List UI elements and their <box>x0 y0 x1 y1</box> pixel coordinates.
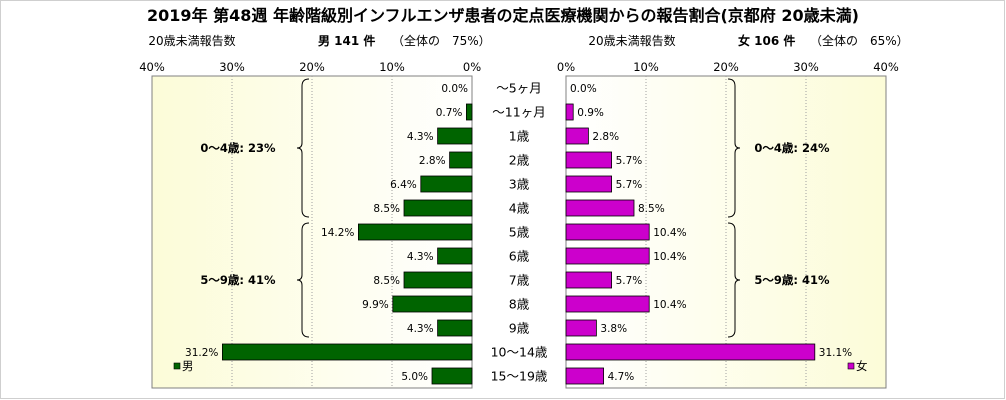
male-axis-tick-label: 30% <box>219 60 245 74</box>
male-legend-swatch <box>173 362 181 370</box>
female-data-label: 0.9% <box>577 107 604 119</box>
female-data-label: 5.7% <box>616 179 643 191</box>
female-data-label: 4.7% <box>608 371 635 383</box>
male-axis-tick-label: 40% <box>139 60 165 74</box>
female-bar <box>565 199 635 217</box>
category-label: 〜5ヶ月 <box>496 81 541 96</box>
female-data-label: 2.8% <box>592 131 619 143</box>
male-data-label: 4.3% <box>407 251 434 263</box>
male-data-label: 5.0% <box>401 371 428 383</box>
female-data-label: 0.0% <box>570 83 597 95</box>
male-group-label: 5〜9歳: 41% <box>200 273 276 287</box>
category-label: 10〜14歳 <box>491 345 548 360</box>
female-group-label: 5〜9歳: 41% <box>754 273 830 287</box>
male-data-label: 14.2% <box>321 227 354 239</box>
category-label: 6歳 <box>509 249 530 264</box>
male-bar <box>221 343 473 361</box>
male-bar <box>431 367 473 385</box>
male-header-label: 20歳未満報告数 <box>148 33 235 48</box>
male-bar <box>437 247 473 265</box>
male-group-brace <box>296 78 310 218</box>
male-data-label: 4.3% <box>407 131 434 143</box>
category-label: 7歳 <box>509 273 530 288</box>
female-data-label: 10.4% <box>653 299 686 311</box>
female-bar <box>565 319 597 337</box>
male-axis-tick-label: 0% <box>463 60 481 74</box>
female-data-label: 31.1% <box>819 347 852 359</box>
female-bar <box>565 247 650 265</box>
male-data-label: 31.2% <box>185 347 218 359</box>
female-data-label: 5.7% <box>616 275 643 287</box>
female-bar <box>565 175 612 193</box>
category-label: 1歳 <box>509 129 530 144</box>
female-data-label: 3.8% <box>600 323 627 335</box>
female-header-count: 女 106 件 <box>738 33 795 48</box>
female-data-label: 10.4% <box>653 227 686 239</box>
female-bar <box>565 151 612 169</box>
male-header-count: 男 141 件 <box>318 33 375 48</box>
female-group-brace <box>727 78 741 218</box>
female-bar <box>565 103 574 121</box>
female-data-label: 8.5% <box>638 203 665 215</box>
male-data-label: 2.8% <box>419 155 446 167</box>
female-data-label: 5.7% <box>616 155 643 167</box>
female-legend-swatch <box>847 362 855 370</box>
male-bar <box>420 175 473 193</box>
female-group-label: 0〜4歳: 24% <box>754 141 830 155</box>
male-axis-tick-label: 10% <box>379 60 405 74</box>
female-bar <box>565 127 589 145</box>
male-bar <box>392 295 473 313</box>
male-bar <box>403 271 473 289</box>
female-axis-tick-label: 10% <box>633 60 659 74</box>
male-data-label: 4.3% <box>407 323 434 335</box>
category-label: 〜11ヶ月 <box>492 105 545 120</box>
male-data-label: 0.7% <box>436 107 463 119</box>
female-bar <box>565 271 612 289</box>
male-legend-label: 男 <box>182 359 194 373</box>
female-header-label: 20歳未満報告数 <box>588 33 675 48</box>
category-label: 8歳 <box>509 297 530 312</box>
male-bar <box>449 151 473 169</box>
category-label: 5歳 <box>509 225 530 240</box>
male-data-label: 0.0% <box>441 83 468 95</box>
female-axis-tick-label: 40% <box>873 60 899 74</box>
category-label: 9歳 <box>509 321 530 336</box>
category-label: 15〜19歳 <box>491 369 548 384</box>
female-bar <box>565 343 816 361</box>
category-label: 3歳 <box>509 177 530 192</box>
male-bar <box>403 199 473 217</box>
male-data-label: 9.9% <box>362 299 389 311</box>
chart-title: 2019年 第48週 年齢階級別インフルエンザ患者の定点医療機関からの報告割合(… <box>147 6 859 25</box>
female-axis-tick-label: 20% <box>713 60 739 74</box>
category-label: 4歳 <box>509 201 530 216</box>
female-group-brace <box>727 222 741 338</box>
male-group-brace <box>296 222 310 338</box>
male-bar <box>357 223 473 241</box>
male-data-label: 8.5% <box>373 203 400 215</box>
female-bar <box>565 367 604 385</box>
male-bar <box>465 103 473 121</box>
male-header-share: （全体の 75%） <box>392 33 491 48</box>
category-label: 2歳 <box>509 153 530 168</box>
male-bar <box>437 319 473 337</box>
male-group-label: 0〜4歳: 23% <box>200 141 276 155</box>
male-data-label: 6.4% <box>390 179 417 191</box>
female-header-share: （全体の 65%） <box>810 33 909 48</box>
male-bar <box>437 127 473 145</box>
female-legend-label: 女 <box>856 359 868 373</box>
male-axis-tick-label: 20% <box>299 60 325 74</box>
female-data-label: 10.4% <box>653 251 686 263</box>
male-data-label: 8.5% <box>373 275 400 287</box>
female-axis-tick-label: 30% <box>793 60 819 74</box>
female-axis-tick-label: 0% <box>557 60 575 74</box>
female-bar <box>565 295 650 313</box>
female-bar <box>565 223 650 241</box>
